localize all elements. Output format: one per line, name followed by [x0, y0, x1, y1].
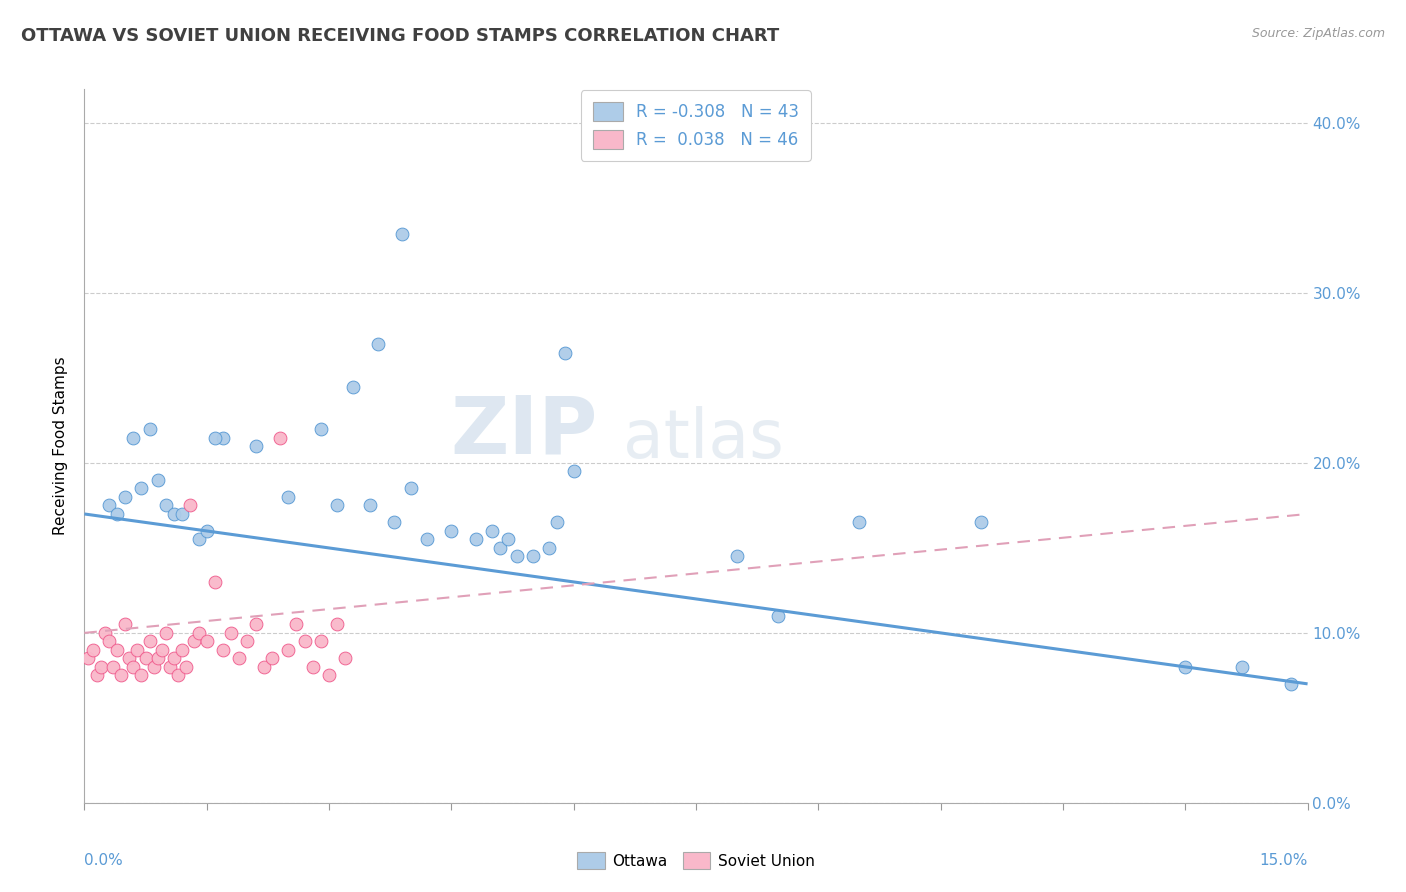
Point	[546, 516, 568, 530]
Point	[82, 643, 104, 657]
Point	[138, 634, 160, 648]
Point	[195, 634, 218, 648]
Point	[970, 516, 993, 530]
Point	[505, 549, 527, 564]
Point	[101, 660, 124, 674]
Point	[93, 626, 117, 640]
Point	[440, 524, 463, 538]
Point	[127, 643, 149, 657]
Point	[114, 617, 136, 632]
Point	[489, 541, 512, 555]
Point	[253, 660, 276, 674]
Point	[269, 430, 291, 444]
Point	[318, 668, 340, 682]
Point	[301, 660, 323, 674]
Point	[464, 533, 486, 547]
Point	[848, 516, 870, 530]
Point	[309, 422, 332, 436]
Point	[725, 549, 748, 564]
Point	[522, 549, 544, 564]
Point	[97, 634, 120, 648]
Point	[277, 643, 299, 657]
Text: 15.0%: 15.0%	[1260, 853, 1308, 868]
Point	[228, 651, 250, 665]
Text: atlas: atlas	[623, 406, 783, 472]
Point	[138, 422, 160, 436]
Point	[335, 651, 357, 665]
Point	[195, 524, 218, 538]
Point	[212, 643, 235, 657]
Point	[146, 473, 169, 487]
Point	[159, 660, 181, 674]
Point	[562, 465, 585, 479]
Point	[245, 617, 267, 632]
Point	[105, 507, 128, 521]
Point	[110, 668, 132, 682]
Point	[118, 651, 141, 665]
Point	[122, 430, 145, 444]
Point	[342, 379, 364, 393]
Point	[90, 660, 112, 674]
Point	[219, 626, 242, 640]
Point	[105, 643, 128, 657]
Point	[86, 668, 108, 682]
Point	[294, 634, 316, 648]
Point	[554, 345, 576, 359]
Point	[326, 617, 349, 632]
Text: ZIP: ZIP	[451, 392, 598, 471]
Point	[187, 626, 209, 640]
Point	[538, 541, 561, 555]
Point	[183, 634, 205, 648]
Point	[131, 668, 153, 682]
Point	[1174, 660, 1197, 674]
Point	[167, 668, 190, 682]
Point	[367, 337, 389, 351]
Y-axis label: Receiving Food Stamps: Receiving Food Stamps	[53, 357, 69, 535]
Point	[399, 482, 422, 496]
Point	[172, 507, 194, 521]
Point	[481, 524, 503, 538]
Point	[155, 626, 177, 640]
Legend: R = -0.308   N = 43, R =  0.038   N = 46: R = -0.308 N = 43, R = 0.038 N = 46	[581, 90, 811, 161]
Text: OTTAWA VS SOVIET UNION RECEIVING FOOD STAMPS CORRELATION CHART: OTTAWA VS SOVIET UNION RECEIVING FOOD ST…	[21, 27, 779, 45]
Point	[359, 499, 381, 513]
Point	[212, 430, 235, 444]
Point	[1232, 660, 1254, 674]
Point	[1279, 677, 1302, 691]
Point	[77, 651, 100, 665]
Point	[260, 651, 283, 665]
Point	[179, 499, 201, 513]
Point	[382, 516, 405, 530]
Point	[146, 651, 169, 665]
Point	[114, 490, 136, 504]
Point	[174, 660, 197, 674]
Point	[309, 634, 332, 648]
Point	[245, 439, 267, 453]
Point	[150, 643, 173, 657]
Point	[204, 574, 226, 589]
Point	[766, 608, 789, 623]
Point	[155, 499, 177, 513]
Point	[326, 499, 349, 513]
Point	[122, 660, 145, 674]
Point	[172, 643, 194, 657]
Point	[498, 533, 520, 547]
Point	[391, 227, 413, 241]
Point	[204, 430, 226, 444]
Point	[131, 482, 153, 496]
Point	[285, 617, 308, 632]
Point	[97, 499, 120, 513]
Point	[142, 660, 165, 674]
Point	[416, 533, 439, 547]
Point	[236, 634, 259, 648]
Point	[135, 651, 157, 665]
Text: 0.0%: 0.0%	[84, 853, 124, 868]
Point	[163, 651, 186, 665]
Legend: Ottawa, Soviet Union: Ottawa, Soviet Union	[571, 846, 821, 875]
Text: Source: ZipAtlas.com: Source: ZipAtlas.com	[1251, 27, 1385, 40]
Point	[187, 533, 209, 547]
Point	[277, 490, 299, 504]
Point	[163, 507, 186, 521]
